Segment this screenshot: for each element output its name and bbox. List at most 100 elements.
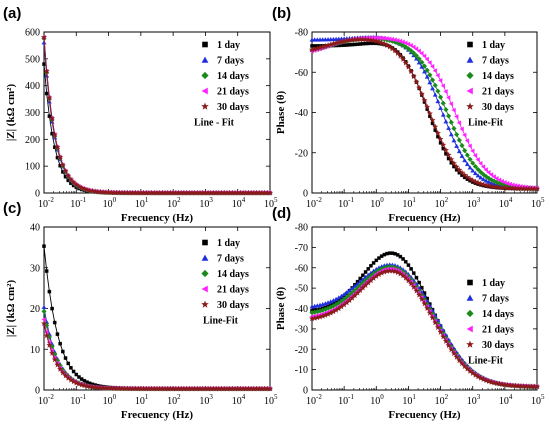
y-tick-label: 20 [30, 304, 40, 315]
data-point [456, 148, 462, 154]
panel-label: (b) [272, 5, 291, 22]
data-point [445, 342, 452, 349]
data-point [405, 46, 412, 52]
data-point [41, 308, 47, 314]
data-point [424, 74, 430, 79]
data-point [475, 157, 480, 163]
data-point [432, 68, 437, 74]
legend-marker [466, 87, 473, 95]
data-point [467, 143, 472, 149]
data-point [427, 80, 433, 85]
data-point [377, 256, 381, 260]
data-point [347, 43, 352, 47]
fit-line [43, 64, 270, 194]
data-point [411, 44, 416, 50]
data-point [427, 72, 433, 78]
x-tick-label: 102 [435, 393, 449, 407]
series-30-days [308, 267, 541, 390]
data-point [472, 170, 478, 176]
data-point [413, 287, 420, 294]
data-point [451, 107, 456, 113]
data-point [440, 83, 445, 89]
data-point [472, 178, 479, 185]
data-point [41, 317, 46, 322]
data-point [358, 42, 362, 46]
x-axis-title: Frecuency (Hz) [121, 212, 194, 224]
data-point [448, 101, 454, 107]
panel-label: (c) [3, 200, 21, 217]
legend: 1 day 7 days 14 days 21 days 30 days Line - F… [194, 40, 249, 129]
data-point [448, 156, 455, 163]
data-point [475, 173, 481, 178]
x-axis-title: Frecuency (Hz) [388, 409, 461, 421]
x-tick-label: 10-2 [38, 393, 54, 407]
legend-label: 30 days [217, 102, 249, 113]
data-point [426, 110, 433, 117]
data-point [470, 148, 475, 154]
data-point [445, 113, 452, 119]
data-point [405, 63, 412, 70]
data-point [437, 94, 444, 100]
data-point [424, 67, 430, 73]
x-tick-label: 104 [499, 196, 513, 210]
data-point [404, 260, 408, 264]
x-tick-label: 104 [499, 393, 513, 407]
data-point [464, 138, 470, 144]
data-point [47, 289, 52, 294]
data-point [409, 267, 413, 271]
data-point [422, 69, 427, 74]
y-tick-label: 100 [25, 162, 40, 173]
data-point [408, 68, 415, 75]
data-point [54, 361, 61, 368]
data-point [448, 132, 454, 137]
y-tick-label: -80 [295, 28, 308, 39]
data-point [47, 114, 52, 118]
data-point [469, 177, 476, 184]
legend-label: 7 days [217, 254, 244, 265]
data-point [451, 138, 457, 143]
legend-marker [202, 41, 208, 48]
data-point [397, 52, 404, 59]
data-point [486, 175, 492, 181]
data-point [491, 174, 496, 180]
data-point [454, 114, 459, 119]
data-point [65, 172, 72, 179]
data-point [464, 161, 470, 167]
legend-label: 30 days [482, 102, 514, 113]
data-point [391, 268, 399, 275]
data-point [49, 115, 56, 122]
x-tick-label: 10-2 [306, 393, 322, 407]
data-point [424, 305, 431, 311]
legend-marker [466, 309, 474, 318]
data-point [442, 146, 449, 153]
legend-note: Line-Fit [203, 316, 239, 327]
data-point [435, 72, 440, 78]
y-axis-title: |Z| (kΩ cm²) [5, 84, 17, 142]
legend: 1 day 7 days 14 days 21 days 30 days Line-Fit [201, 238, 249, 327]
data-point [75, 183, 83, 190]
data-point [416, 291, 423, 298]
data-point [430, 63, 435, 69]
data-point [440, 112, 446, 117]
x-tick-label: 10-2 [38, 196, 54, 210]
data-point [483, 377, 490, 384]
data-point [432, 123, 439, 130]
data-point [454, 131, 460, 138]
data-point [437, 328, 444, 335]
data-point [488, 172, 494, 178]
y-tick-label: -70 [295, 243, 308, 254]
data-point [435, 88, 441, 94]
legend-label: 14 days [217, 71, 249, 82]
y-tick-label: 500 [25, 54, 40, 65]
data-point [41, 304, 47, 310]
data-point [440, 100, 446, 106]
legend-label: 21 days [482, 87, 514, 98]
data-point [472, 153, 478, 158]
x-tick-label: 10-1 [70, 393, 86, 407]
data-point [418, 90, 425, 97]
data-point [71, 369, 76, 374]
chart-panel-b: (b) 10-2 10-1 100 101 102 103 104 105 0 -20 -40 -60 -… [272, 5, 545, 224]
data-point [424, 103, 431, 110]
data-point [69, 366, 73, 370]
x-tick-label: 105 [264, 393, 278, 407]
